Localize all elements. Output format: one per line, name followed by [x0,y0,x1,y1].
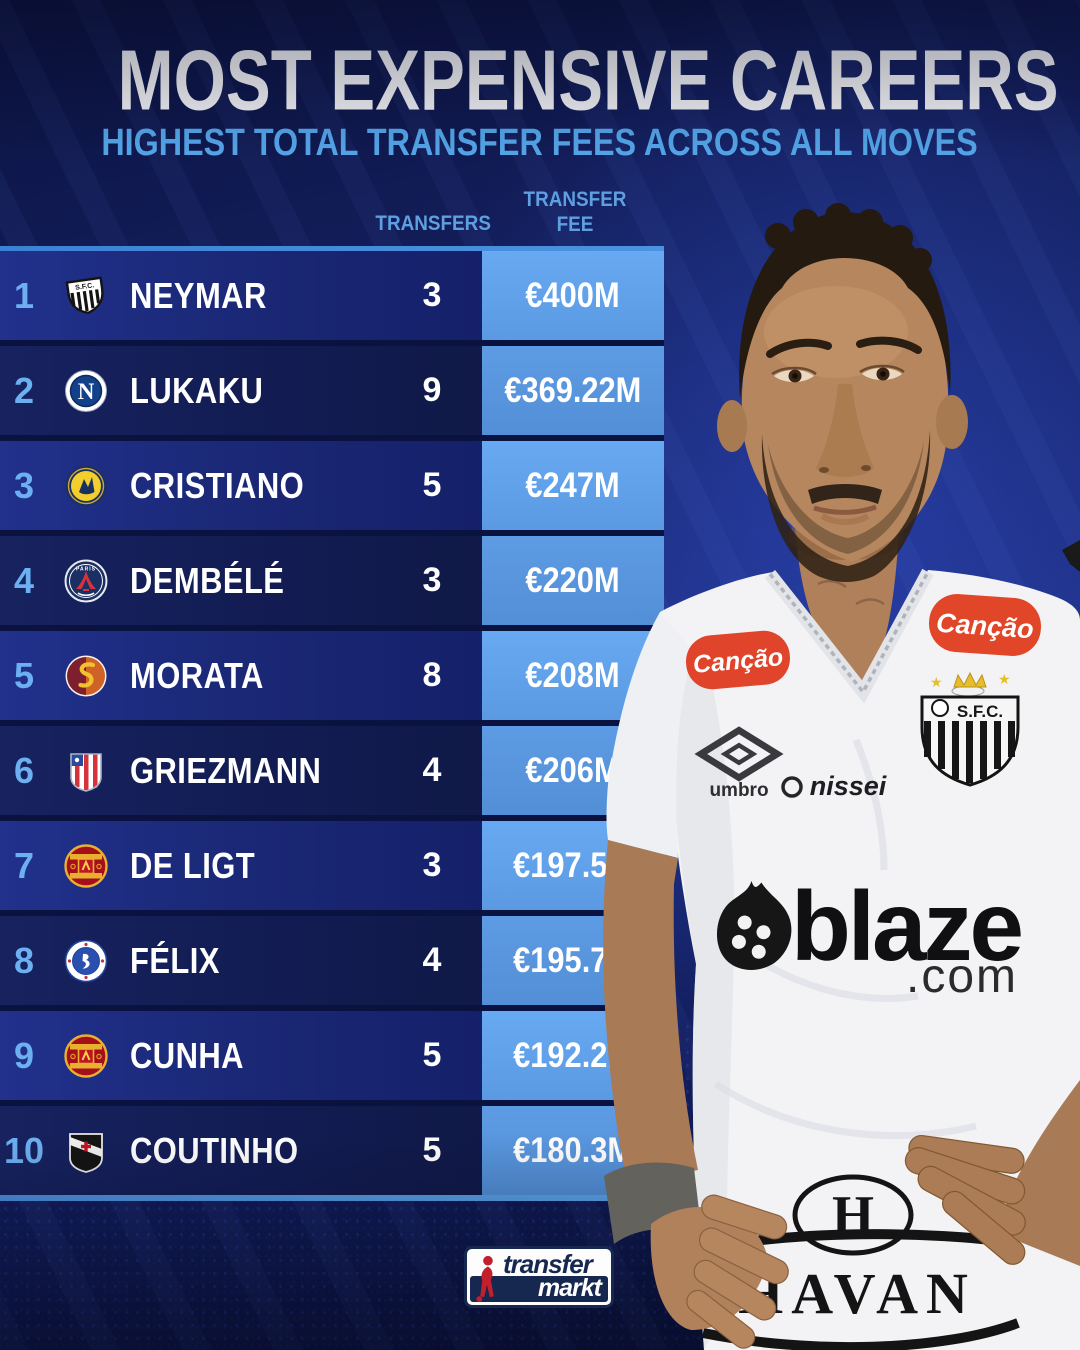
galatasaray-badge-icon [65,655,107,696]
rank-label: 4 [13,559,35,601]
napoli-badge-icon: N [65,369,107,412]
chelsea-badge-icon [64,939,108,982]
rank-label: 8 [13,939,35,981]
svg-text:nissei: nissei [810,771,887,801]
atletico-madrid-badge-icon [70,752,102,792]
player-name: DEMBÉLÉ [130,559,285,601]
transfermarkt-wordmark-bottom: markt [537,1274,602,1302]
player-name: COUTINHO [130,1129,299,1171]
transfers-count: 4 [422,751,442,789]
page-subtitle: HIGHEST TOTAL TRANSFER FEES ACROSS ALL M… [101,122,979,164]
svg-text:.com: .com [906,950,1018,1003]
transfers-count: 3 [422,276,442,314]
transfers-count: 4 [422,941,442,979]
transfers-count: 9 [422,371,442,409]
player-name: FÉLIX [130,939,220,981]
player-name: CUNHA [130,1034,244,1076]
transfermarkt-logo: transfer markt [464,1246,614,1308]
santos-badge-icon: S.F.C. [65,275,104,314]
player-name: GRIEZMANN [130,749,322,791]
transfers-count: 3 [422,846,442,884]
manchester-united-badge-icon [64,843,108,888]
player-name: NEYMAR [130,274,267,316]
transfers-count: 8 [422,656,442,694]
neymar-photo: Canção Canção umbro nissei ★ ★ S.F.C [603,203,1080,1350]
cancao-logo-right: Canção [928,594,1042,656]
player-name: MORATA [130,654,264,696]
rank-label: 10 [3,1129,45,1171]
column-header-transfers: TRANSFERS [375,212,491,235]
player-name: LUKAKU [130,369,264,411]
psg-badge-icon: PARIS [64,559,108,602]
svg-text:★: ★ [998,671,1011,687]
svg-text:S.F.C.: S.F.C. [957,702,1003,721]
rank-label: 5 [13,654,35,696]
svg-text:umbro: umbro [709,780,768,801]
rank-label: 1 [13,274,35,316]
rank-label: 3 [13,464,35,506]
rank-label: 6 [13,749,35,791]
transfers-count: 3 [422,561,442,599]
transfers-count: 5 [422,1036,442,1074]
neymar-face [717,203,968,582]
rank-label: 2 [13,369,35,411]
rank-label: 9 [13,1034,35,1076]
page-title: MOST EXPENSIVE CAREERS [117,32,1059,128]
player-name: DE LIGT [130,844,256,886]
manchester-united-badge-icon [64,1033,108,1078]
player-name: CRISTIANO [130,464,305,506]
transfers-count: 5 [422,1131,442,1169]
svg-text:★: ★ [930,674,943,690]
transfermarkt-player-icon [476,1255,494,1303]
al-nassr-badge-icon [65,465,107,506]
rank-label: 7 [13,844,35,886]
transfers-count: 5 [422,466,442,504]
svg-text:N: N [78,379,95,404]
vasco-da-gama-badge-icon [69,1132,103,1173]
